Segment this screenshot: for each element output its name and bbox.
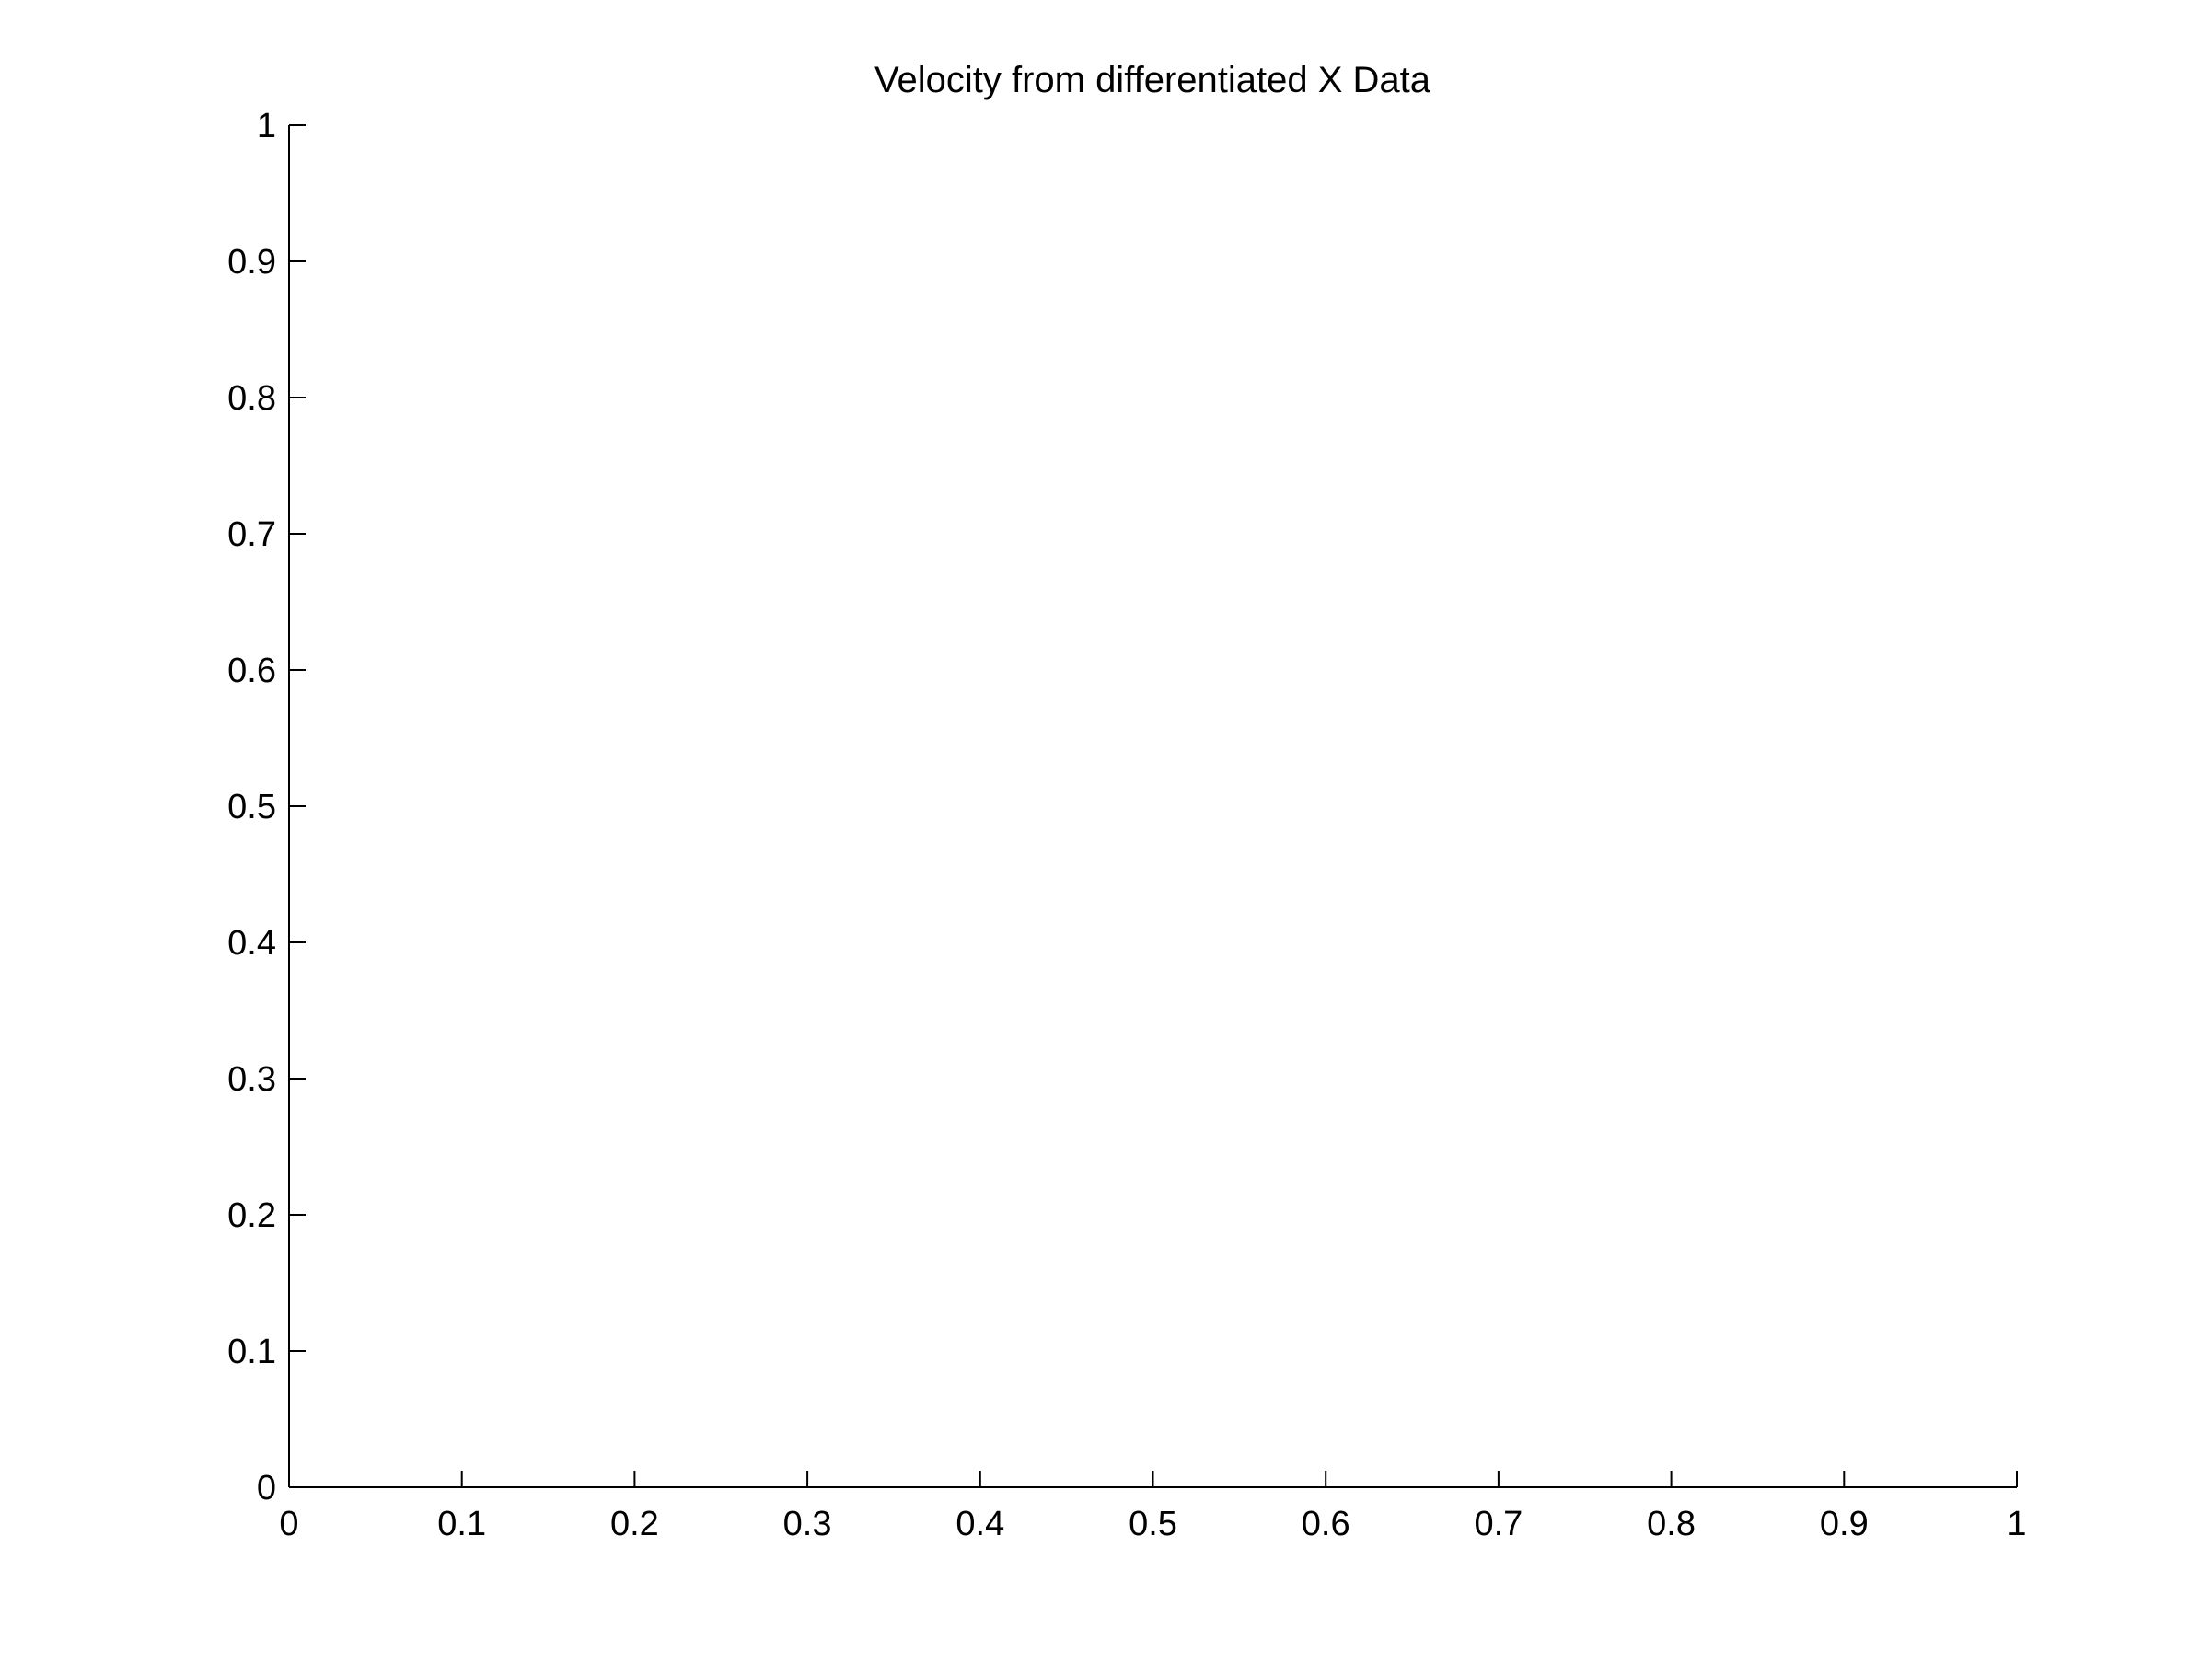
y-tick-label: 0.3 [227,1060,276,1099]
x-tick-label: 0.4 [955,1505,1004,1543]
y-tick-label: 0.5 [227,788,276,826]
x-tick-label: 1 [2007,1505,2026,1543]
y-tick-label: 0.2 [227,1196,276,1235]
y-tick-label: 0.4 [227,924,276,963]
x-tick-label: 0.2 [610,1505,659,1543]
x-tick-label: 0.7 [1474,1505,1523,1543]
x-tick-label: 0.1 [437,1505,486,1543]
x-axis-ticks: 0 0.1 0.2 0.3 0.4 0.5 0.6 0.7 0.8 0.9 1 [279,1471,2027,1543]
y-tick-label: 0.1 [227,1333,276,1371]
x-tick-label: 0.3 [783,1505,832,1543]
y-tick-label: 0 [257,1469,276,1507]
y-tick-label: 1 [257,107,276,145]
y-tick-label: 0.6 [227,652,276,690]
y-tick-label: 0.9 [227,243,276,282]
x-tick-label: 0 [279,1505,298,1543]
x-tick-label: 0.5 [1129,1505,1177,1543]
y-tick-label: 0.8 [227,379,276,418]
x-tick-label: 0.6 [1302,1505,1350,1543]
y-axis-ticks: 0 0.1 0.2 0.3 0.4 0.5 0.6 0.7 0.8 0.9 1 [227,107,306,1507]
x-tick-label: 0.8 [1647,1505,1696,1543]
y-tick-label: 0.7 [227,515,276,554]
x-tick-label: 0.9 [1820,1505,1869,1543]
chart-title: Velocity from differentiated X Data [874,60,1431,100]
